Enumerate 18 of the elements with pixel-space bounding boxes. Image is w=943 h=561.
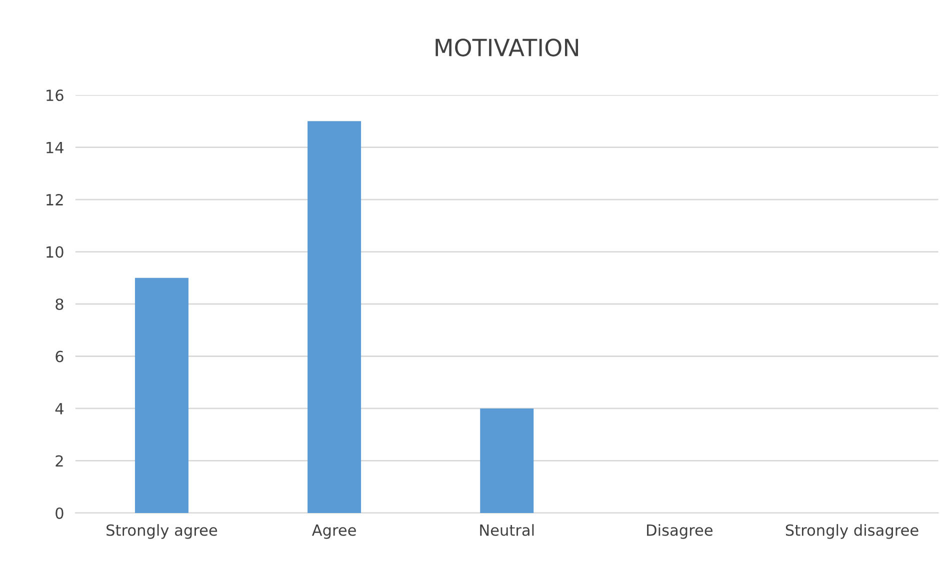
x-tick-label: Disagree bbox=[647, 524, 712, 539]
x-tick-label: Strongly disagree bbox=[786, 524, 918, 539]
chart-title: MOTIVATION bbox=[436, 38, 578, 56]
x-tick-label: Neutral bbox=[480, 524, 534, 536]
y-tick-label: 2 bbox=[56, 455, 63, 467]
y-tick-label: 12 bbox=[46, 194, 63, 206]
y-tick-label: 14 bbox=[46, 142, 64, 154]
y-tick-label: 0 bbox=[56, 507, 64, 519]
y-tick-label: 6 bbox=[56, 350, 64, 362]
y-tick-label: 10 bbox=[46, 246, 64, 258]
x-tick-label: Strongly agree bbox=[106, 524, 218, 539]
bar bbox=[308, 121, 362, 513]
bar bbox=[134, 278, 188, 513]
x-tick-label: Agree bbox=[312, 524, 356, 539]
y-tick-label: 16 bbox=[46, 90, 64, 102]
y-tick-label: 4 bbox=[55, 403, 64, 414]
y-tick-label: 8 bbox=[56, 298, 64, 310]
bar bbox=[480, 408, 534, 513]
